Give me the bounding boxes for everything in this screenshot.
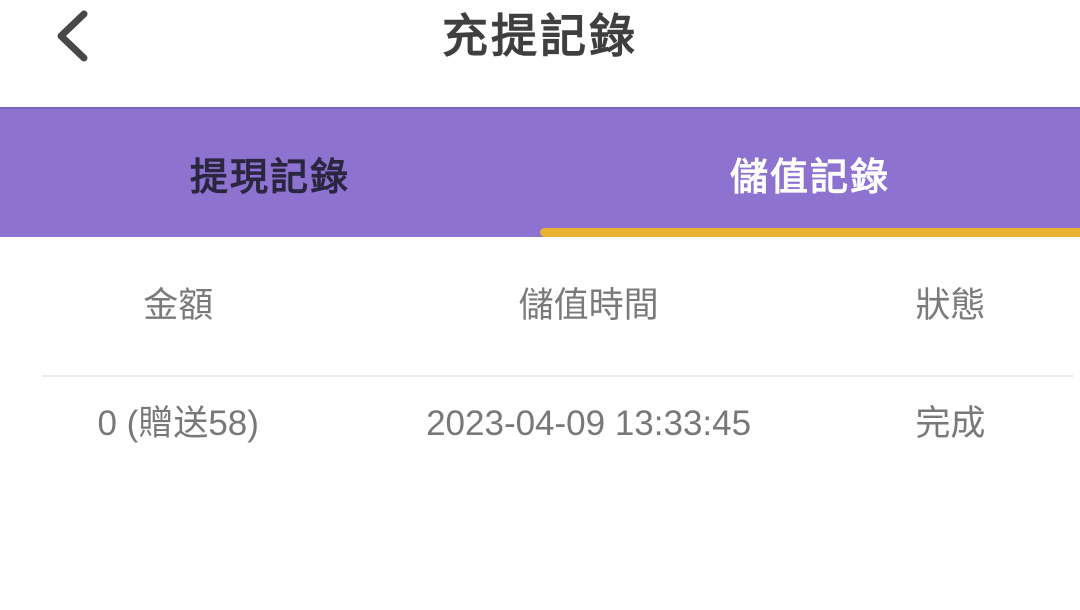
header-divider [42,375,1074,377]
tab-deposit-label: 儲值記錄 [729,156,890,199]
table-row: 0 (贈送58) 2023-04-09 13:33:45 完成 [0,403,1080,445]
tab-bar: 提現記錄 儲值記錄 [0,107,1080,237]
chevron-left-icon [57,10,88,62]
back-button[interactable] [42,6,102,66]
cell-amount: 0 (贈送58) [97,404,259,443]
column-header-deposit-time: 儲值時間 [518,286,659,325]
cell-status: 完成 [915,404,986,443]
active-tab-indicator [540,228,1080,237]
page-title: 充提記錄 [442,10,638,62]
tab-deposit-records[interactable]: 儲值記錄 [540,109,1080,237]
tab-withdrawal-records[interactable]: 提現記錄 [0,109,540,237]
table-header-row: 金額 儲值時間 狀態 [0,285,1080,327]
cell-deposit-time: 2023-04-09 13:33:45 [426,404,752,443]
column-header-amount: 金額 [143,286,214,325]
records-table: 金額 儲值時間 狀態 0 (贈送58) 2023-04-09 13:33:45 … [0,285,1080,445]
header: 充提記錄 [0,0,1080,107]
column-header-status: 狀態 [915,286,986,325]
tab-withdrawal-label: 提現記錄 [189,156,350,199]
